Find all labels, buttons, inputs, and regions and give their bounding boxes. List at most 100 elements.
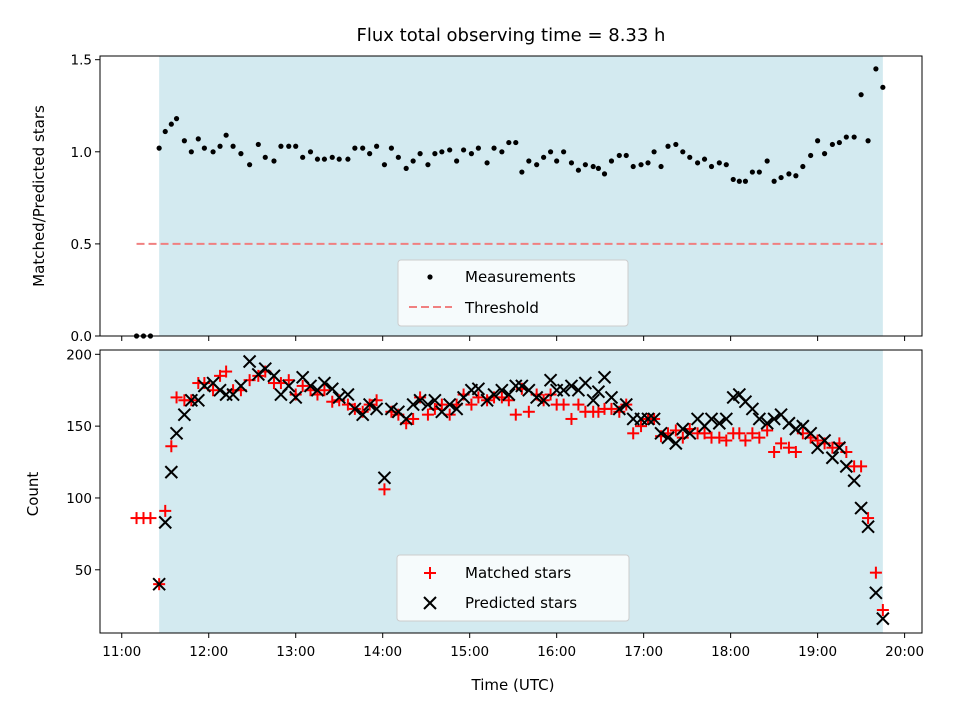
predicted-star-point (876, 611, 890, 626)
matched-star-point (592, 405, 605, 418)
measurement-point (554, 158, 560, 164)
matched-star-point (509, 408, 522, 421)
bottom-x-tick-label: 12:00 (189, 644, 228, 660)
predicted-star-point (861, 519, 875, 534)
matched-star-point (421, 408, 434, 421)
measurement-point (547, 149, 554, 155)
measurement-point (468, 151, 475, 157)
predicted-star-point (760, 416, 774, 430)
predicted-star-point (745, 402, 760, 416)
measurement-point (873, 66, 879, 72)
matched-star-point (746, 427, 759, 440)
predicted-star-point (258, 361, 272, 376)
bottom-y-ticks: 50 100 150 200 (66, 347, 100, 579)
predicted-star-point (752, 412, 767, 426)
measurement-point (247, 162, 253, 168)
predicted-star-point (578, 376, 593, 390)
predicted-star-point (817, 433, 832, 448)
matched-star-point (165, 440, 178, 453)
measurement-point (454, 158, 460, 164)
predicted-star-point (847, 474, 861, 488)
measurement-point (381, 162, 388, 168)
measurement-point (395, 154, 401, 160)
predicted-star-point (377, 471, 392, 485)
matched-star-point (296, 379, 309, 392)
predicted-star-point (661, 430, 675, 445)
matched-star-point (170, 391, 183, 404)
measurement-point (410, 158, 416, 164)
measurement-point (210, 149, 216, 155)
measurement-point (278, 143, 284, 149)
predicted-star-point (384, 402, 399, 416)
measurement-point (821, 151, 828, 157)
predicted-star-point (564, 379, 579, 393)
measurement-point (217, 143, 223, 149)
matched-star-point (565, 412, 578, 425)
measurement-point (582, 162, 588, 168)
matched-star-point (252, 369, 265, 382)
measurement-point (601, 171, 608, 177)
bottom-x-tick-label: 20:00 (885, 644, 924, 660)
predicted-star-point (556, 383, 571, 397)
measurement-point (526, 158, 532, 164)
predicted-star-point (676, 422, 690, 436)
measurement-point (687, 154, 693, 160)
matched-star-point (605, 402, 618, 415)
measurement-point (742, 178, 749, 184)
measurement-point (843, 134, 849, 140)
predicted-star-point (191, 393, 205, 407)
matched-star-point (214, 369, 227, 382)
measurement-point (764, 158, 770, 164)
measurement-point (756, 169, 762, 175)
predicted-star-point (509, 379, 523, 393)
bottom-legend-box (396, 554, 630, 622)
predicted-star-point (362, 397, 377, 412)
measurement-point (723, 162, 729, 168)
predicted-star-point (399, 412, 413, 426)
measurement-point (484, 160, 490, 166)
bottom-y-tick-label: 50 (75, 563, 92, 579)
matched-star-point (789, 445, 802, 458)
measurement-point (307, 149, 314, 155)
bottom-x-tick-label: 19:00 (798, 644, 837, 660)
measurement-point (800, 163, 806, 170)
measurement-point (836, 139, 842, 146)
matched-star-point (855, 460, 868, 473)
predicted-star-point (317, 376, 332, 390)
measurement-point (771, 178, 777, 184)
measurement-point (506, 139, 512, 146)
measurement-point (708, 163, 715, 170)
measurement-point (561, 149, 567, 155)
measurement-points (133, 66, 886, 339)
matched-star-point (720, 434, 733, 447)
measurement-point (271, 158, 277, 164)
predicted-star-point (536, 393, 551, 407)
measurement-point (808, 152, 814, 159)
predicted-star-point (355, 407, 370, 422)
predicted-star-point (543, 373, 558, 387)
predicted-star-point (234, 379, 248, 393)
matched-star-point (862, 512, 875, 525)
measurement-point (255, 141, 261, 148)
measurement-point (880, 84, 886, 90)
measurement-point (541, 154, 547, 160)
top-y-tick-label: 1.5 (71, 53, 92, 69)
measurement-point (447, 147, 453, 153)
predicted-star-point (869, 586, 883, 600)
predicted-star-point (267, 369, 281, 383)
predicted-star-point (413, 393, 427, 407)
predicted-star-point (471, 382, 486, 396)
matched-star-point (407, 412, 420, 425)
matched-star-point (713, 431, 726, 444)
legend-matched-label: Matched stars (465, 564, 571, 582)
predicted-star-point (825, 451, 840, 465)
predicted-star-point (341, 387, 355, 402)
bottom-x-tick-label: 18:00 (711, 644, 750, 660)
predicted-star-point (854, 501, 868, 515)
measurement-point (286, 143, 292, 149)
measurement-point (329, 154, 335, 160)
predicted-star-point (502, 387, 516, 402)
predicted-star-point (832, 440, 847, 455)
measurement-point (858, 92, 864, 98)
